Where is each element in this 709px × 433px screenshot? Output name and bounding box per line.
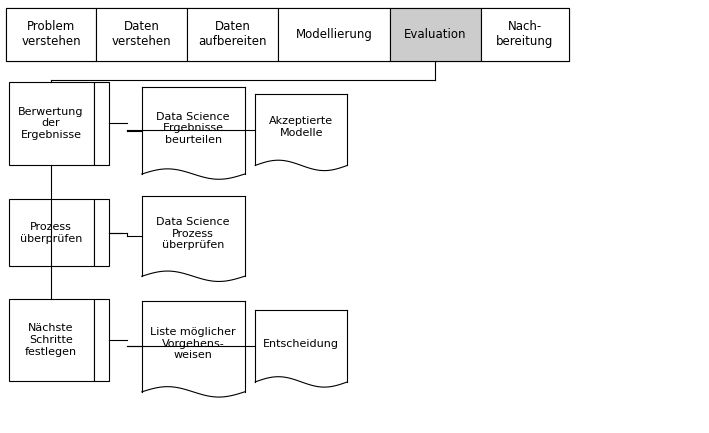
Text: Nächste
Schritte
festlegen: Nächste Schritte festlegen — [25, 323, 77, 356]
Text: Data Science
Prozess
überprüfen: Data Science Prozess überprüfen — [157, 217, 230, 250]
Bar — [94, 82, 109, 165]
Polygon shape — [142, 196, 245, 281]
Text: Data Science
Ergebnisse
beurteilen: Data Science Ergebnisse beurteilen — [157, 112, 230, 145]
Text: Liste möglicher
Vorgehens-
weisen: Liste möglicher Vorgehens- weisen — [150, 327, 236, 360]
Text: Daten
verstehen: Daten verstehen — [112, 20, 172, 48]
Bar — [481, 8, 569, 61]
Text: Prozess
überprüfen: Prozess überprüfen — [20, 222, 82, 243]
Text: Akzeptierte
Modelle: Akzeptierte Modelle — [269, 116, 333, 138]
Bar — [390, 8, 481, 61]
Text: Berwertung
der
Ergebnisse: Berwertung der Ergebnisse — [18, 107, 84, 140]
Bar — [94, 199, 109, 266]
Text: Modellierung: Modellierung — [296, 28, 372, 41]
Bar — [6, 8, 569, 61]
Text: Daten
aufbereiten: Daten aufbereiten — [199, 20, 267, 48]
Bar — [96, 8, 187, 61]
Text: Nach-
bereitung: Nach- bereitung — [496, 20, 554, 48]
Polygon shape — [255, 310, 347, 387]
Bar — [9, 82, 94, 165]
Bar — [6, 8, 96, 61]
Bar — [278, 8, 390, 61]
Bar — [9, 299, 94, 381]
Polygon shape — [142, 301, 245, 397]
Polygon shape — [142, 87, 245, 179]
Bar — [9, 199, 94, 266]
Text: Entscheidung: Entscheidung — [263, 339, 340, 349]
Text: Problem
verstehen: Problem verstehen — [21, 20, 81, 48]
Bar — [94, 299, 109, 381]
Polygon shape — [255, 94, 347, 171]
Text: Evaluation: Evaluation — [404, 28, 467, 41]
Bar — [187, 8, 278, 61]
